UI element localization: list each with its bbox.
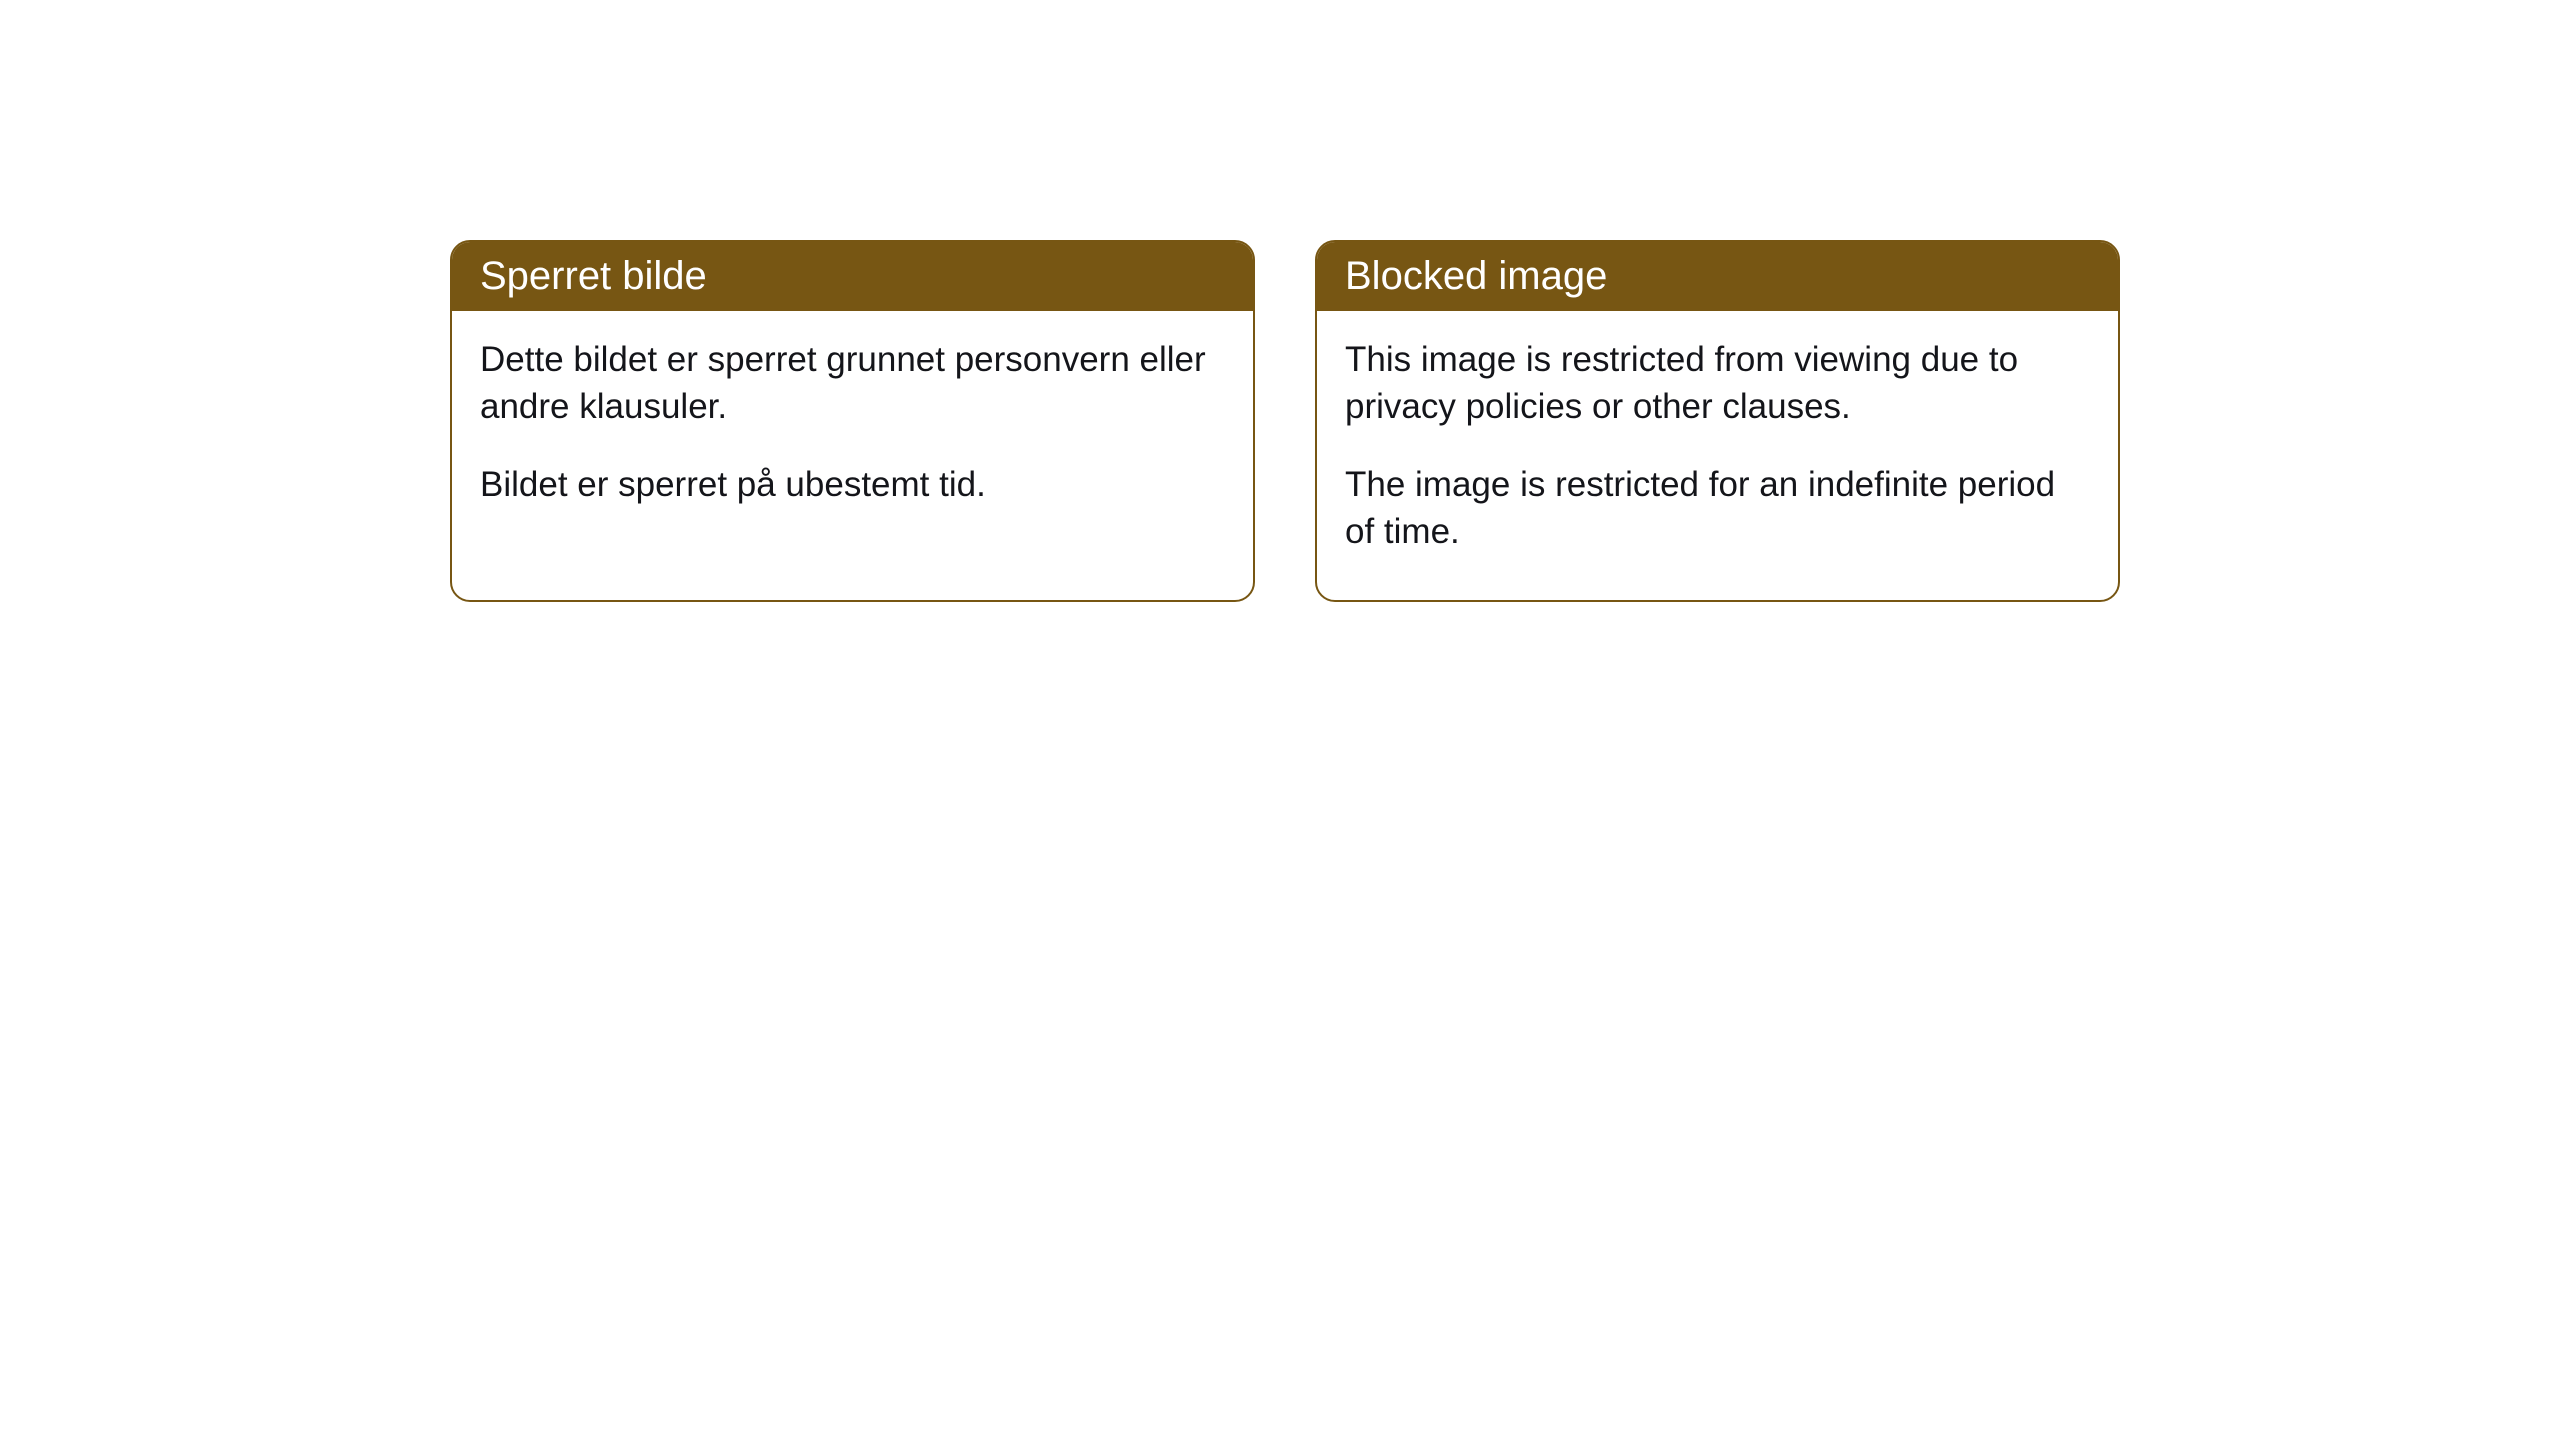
notice-card-english: Blocked image This image is restricted f… bbox=[1315, 240, 2120, 602]
notice-card-norwegian: Sperret bilde Dette bildet er sperret gr… bbox=[450, 240, 1255, 602]
card-body: This image is restricted from viewing du… bbox=[1317, 311, 2118, 600]
card-paragraph: Dette bildet er sperret grunnet personve… bbox=[480, 336, 1225, 431]
card-header: Blocked image bbox=[1317, 242, 2118, 311]
card-paragraph: This image is restricted from viewing du… bbox=[1345, 336, 2090, 431]
card-body: Dette bildet er sperret grunnet personve… bbox=[452, 311, 1253, 553]
card-paragraph: The image is restricted for an indefinit… bbox=[1345, 461, 2090, 556]
notice-container: Sperret bilde Dette bildet er sperret gr… bbox=[0, 0, 2560, 602]
card-header: Sperret bilde bbox=[452, 242, 1253, 311]
card-paragraph: Bildet er sperret på ubestemt tid. bbox=[480, 461, 1225, 508]
